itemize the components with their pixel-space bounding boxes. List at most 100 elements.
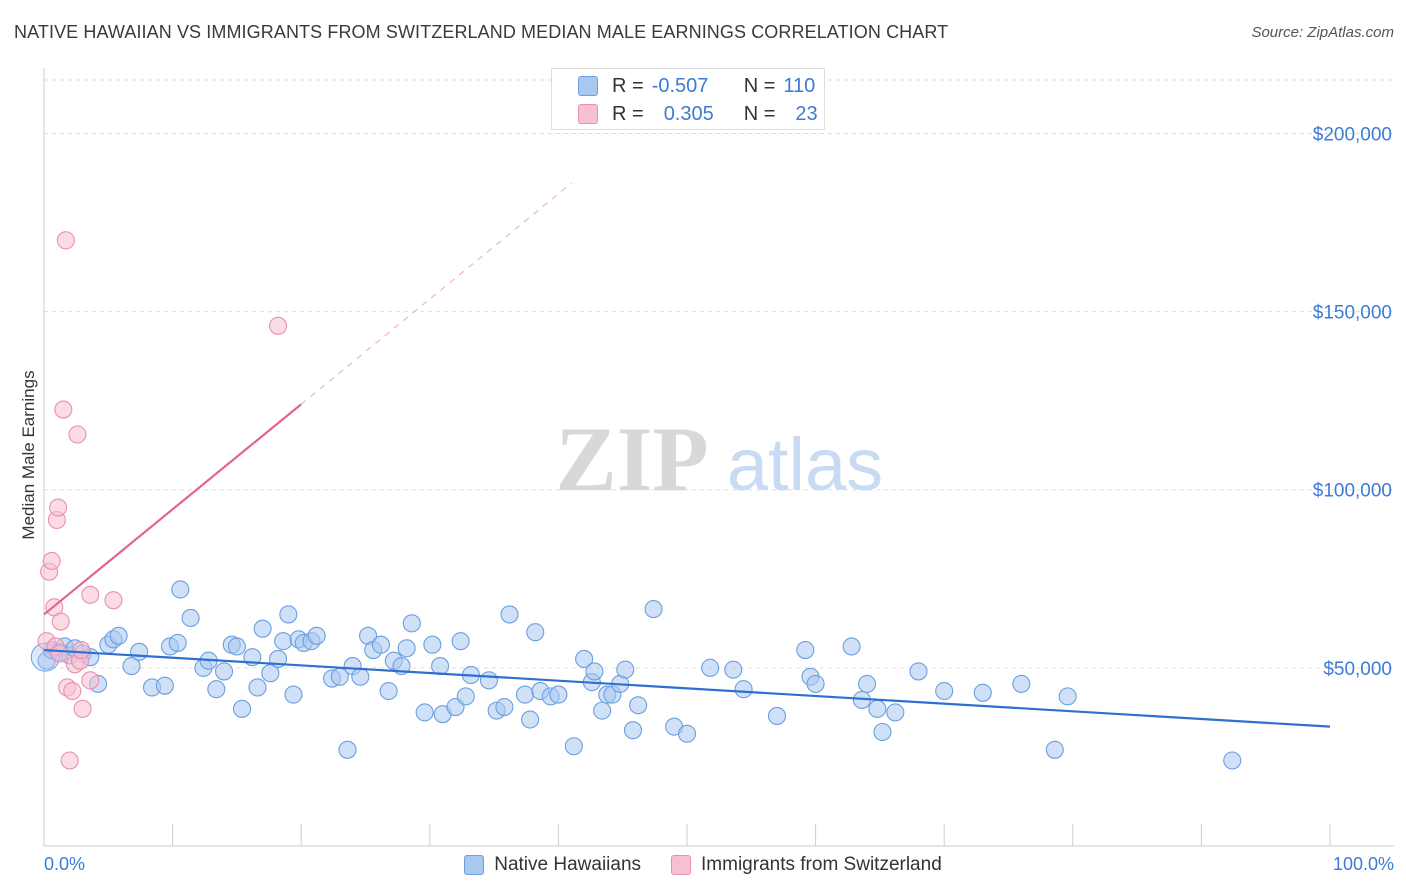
x-tick-label-start: 0.0%	[44, 854, 85, 874]
data-point	[168, 633, 187, 652]
data-point	[397, 639, 416, 658]
data-point	[909, 662, 928, 681]
data-point	[564, 737, 583, 756]
data-point	[130, 642, 149, 661]
data-point	[155, 676, 174, 695]
y-tick-labels: $50,000 $100,000 $150,000 $200,000	[1313, 124, 1392, 679]
trend-line-native-hawaiians	[43, 648, 1331, 728]
data-point	[515, 685, 535, 704]
data-point	[431, 657, 450, 676]
data-point	[415, 703, 434, 722]
series-native-hawaiians	[30, 580, 1242, 770]
stats-swatch-blue	[578, 76, 598, 96]
data-point	[549, 685, 568, 704]
stats-n-label: N =	[743, 74, 776, 97]
stats-row-immigrants-from-switzerland: R = 0.305 N = 23	[578, 101, 818, 127]
data-point	[42, 551, 61, 571]
data-point	[284, 685, 303, 704]
data-point	[279, 605, 298, 624]
data-point	[724, 660, 743, 679]
series-immigrants-from-switzerland	[37, 231, 288, 770]
data-point	[60, 751, 79, 770]
data-point	[338, 740, 357, 759]
data-point	[585, 662, 604, 681]
data-point	[796, 640, 815, 660]
data-point	[68, 425, 87, 444]
y-axis-label: Median Male Earnings	[19, 370, 38, 539]
data-point	[644, 600, 663, 619]
legend-label-native-hawaiians: Native Hawaiians	[494, 854, 642, 875]
watermark: ZIP atlas	[555, 408, 883, 510]
data-point	[261, 664, 280, 683]
data-point	[451, 632, 470, 651]
legend-swatch-blue	[464, 855, 485, 875]
data-point	[677, 724, 697, 743]
watermark-zip: ZIP	[555, 408, 708, 510]
data-point	[81, 585, 100, 604]
data-point	[526, 623, 545, 642]
data-point	[456, 687, 475, 706]
data-point	[109, 626, 128, 645]
data-point	[171, 580, 190, 599]
data-point	[56, 231, 75, 250]
data-point	[1012, 674, 1031, 693]
data-point	[81, 671, 100, 690]
data-point	[701, 658, 720, 677]
stats-swatch-pink	[578, 104, 598, 124]
data-point	[886, 703, 905, 722]
data-point	[1058, 687, 1077, 706]
data-point	[973, 683, 992, 702]
x-tick-label-end: 100.0%	[1333, 854, 1394, 874]
chart-title: NATIVE HAWAIIAN VS IMMIGRANTS FROM SWITZ…	[14, 22, 949, 42]
data-point	[629, 696, 648, 715]
data-point	[593, 701, 612, 720]
data-point	[227, 637, 246, 656]
y-tick-label: $200,000	[1313, 124, 1392, 145]
data-point	[935, 681, 954, 701]
data-point	[232, 699, 252, 718]
stats-r-value: 0.305	[663, 102, 714, 125]
data-point	[253, 619, 272, 638]
data-point	[616, 660, 635, 679]
data-point	[307, 626, 326, 645]
data-point	[495, 698, 514, 717]
stats-row-native-hawaiians: R = -0.507 N = 110	[578, 73, 815, 99]
y-tick-label: $100,000	[1313, 481, 1392, 502]
data-point	[49, 498, 68, 517]
y-tick-label: $50,000	[1323, 659, 1392, 680]
data-point	[181, 608, 200, 628]
y-tick-label: $150,000	[1313, 303, 1392, 324]
data-point	[274, 632, 293, 651]
stats-n-value: 23	[795, 102, 818, 125]
data-point	[351, 667, 370, 686]
data-point	[269, 316, 288, 335]
data-point	[734, 680, 753, 699]
data-point	[402, 614, 421, 633]
stats-n-value: 110	[783, 74, 816, 97]
data-point	[1045, 740, 1064, 759]
stats-r-value: -0.507	[651, 74, 709, 97]
trend-line-immigrants-extension	[300, 182, 572, 405]
data-point	[379, 681, 398, 701]
data-point	[1223, 751, 1242, 770]
data-point	[842, 637, 861, 656]
legend-item-immigrants-from-switzerland: Immigrants from Switzerland	[671, 854, 942, 876]
data-point	[575, 649, 594, 669]
data-point	[214, 662, 234, 681]
stats-n-label: N =	[743, 102, 776, 125]
chart-source: Source: ZipAtlas.com	[1251, 24, 1394, 41]
data-point	[51, 612, 70, 631]
data-point	[63, 681, 82, 701]
bottom-legend: Native Hawaiians Immigrants from Switzer…	[0, 851, 1406, 879]
data-point	[873, 722, 892, 742]
data-point	[423, 635, 442, 654]
data-point	[623, 721, 643, 740]
trend-line-immigrants-from-switzerland	[43, 403, 302, 616]
gridlines	[44, 79, 1394, 669]
legend-item-native-hawaiians: Native Hawaiians	[464, 854, 641, 876]
data-point	[767, 706, 787, 726]
data-point	[479, 671, 499, 690]
data-point	[868, 699, 887, 718]
data-point	[857, 674, 877, 693]
